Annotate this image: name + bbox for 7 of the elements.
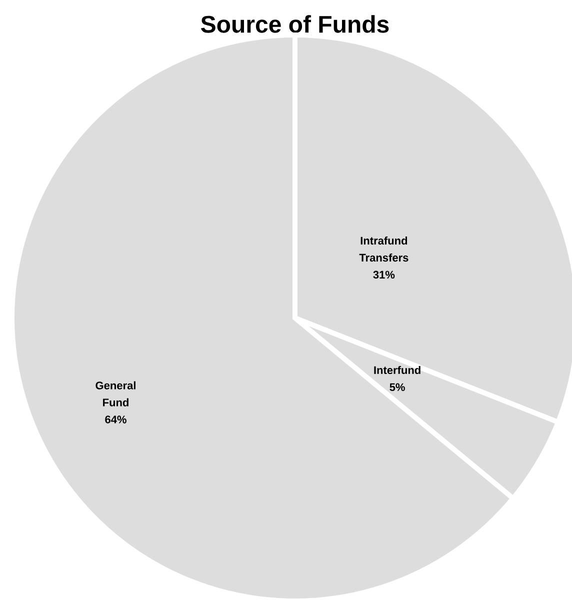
- data-label: 5%: [390, 383, 405, 392]
- chart-title: Source of Funds: [201, 15, 389, 33]
- slice-label: Interfund: [374, 366, 420, 374]
- data-label: 31%: [373, 270, 395, 279]
- data-label: 64%: [105, 416, 126, 424]
- slice-label: Intrafund Transfers: [359, 236, 408, 262]
- slice-label: General Fund: [96, 381, 136, 406]
